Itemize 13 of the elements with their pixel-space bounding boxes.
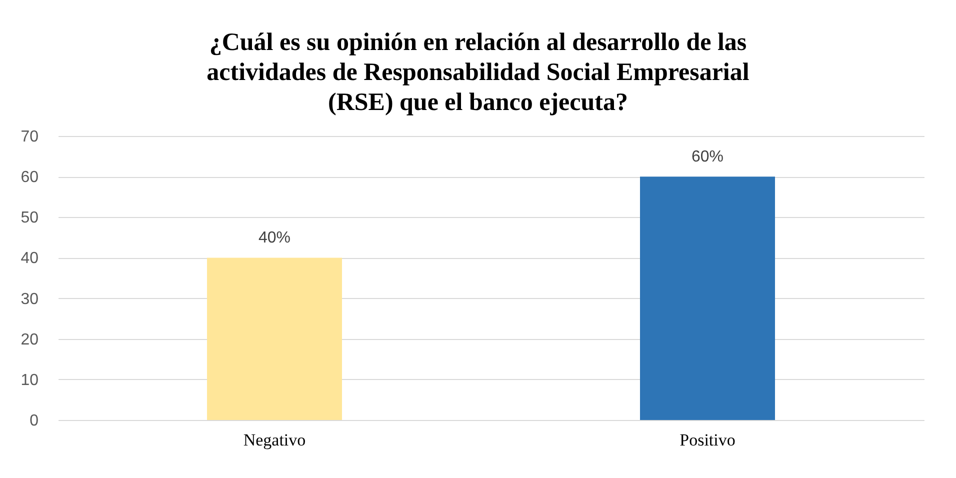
y-tick-label: 70 [20,128,39,146]
y-tick-label: 20 [20,331,39,348]
y-tick-label: 30 [20,290,39,308]
chart-title: ¿Cuál es su opinión en relación al desarrollo de las actividades de Responsabilidad Social Empresarial (RSE) que el banco ejecuta? [206,28,750,118]
y-tick-label: 40 [20,250,39,268]
y-tick-label: 60 [20,169,39,186]
data-label: 60% [691,148,724,166]
x-tick-label: Positivo [680,430,736,450]
data-label: 40% [258,230,291,247]
y-tick-label: 0 [30,412,39,430]
x-tick-label: Negativo [243,430,306,450]
y-tick-label: 50 [20,210,39,227]
y-tick-label: 10 [20,372,39,389]
